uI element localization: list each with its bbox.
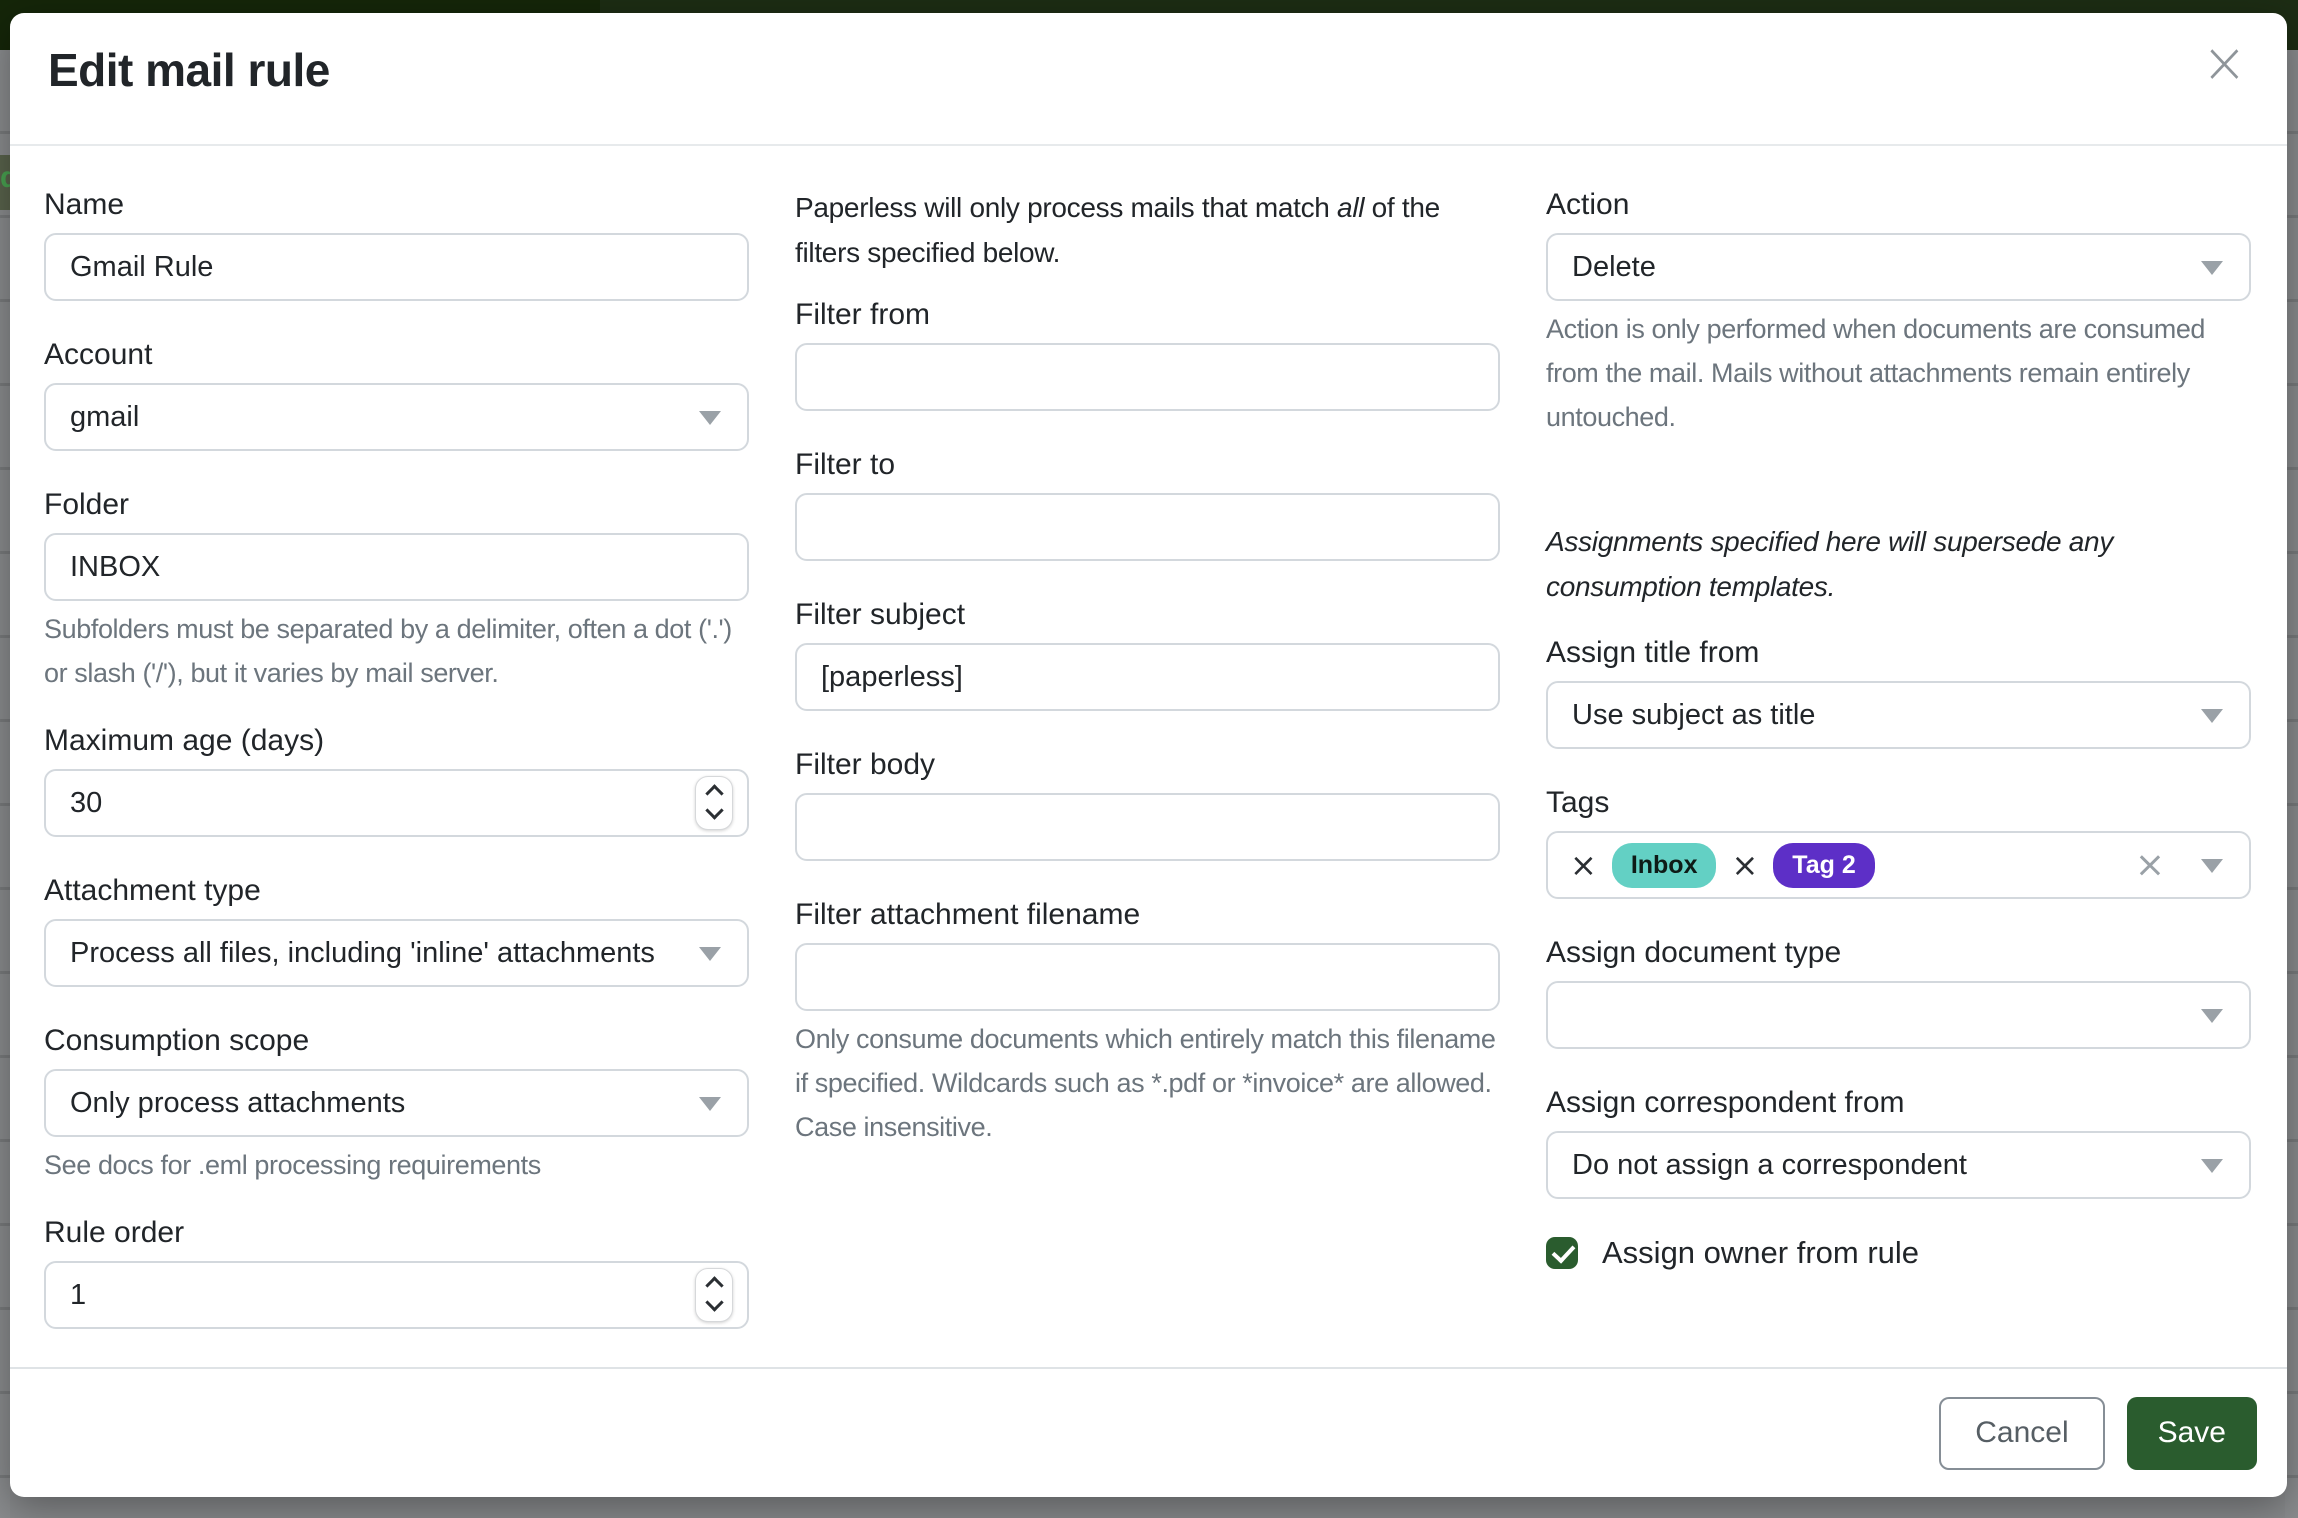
selected-tags: × Inbox × Tag 2 xyxy=(1570,833,1875,897)
assign-owner-checkbox[interactable] xyxy=(1546,1237,1578,1269)
filter-body-label: Filter body xyxy=(795,748,936,781)
tag-remove-icon[interactable]: × xyxy=(1570,846,1597,884)
tag-pill: Tag 2 xyxy=(1773,842,1875,888)
chevron-down-icon xyxy=(699,1097,721,1111)
dialog-body: Name Gmail Rule Account gmail Folder I xyxy=(10,146,2287,1365)
action-hint: Action is only performed when documents … xyxy=(1546,314,2206,432)
page-scroll-right-strip xyxy=(2285,50,2298,1518)
column-filters: Paperless will only process mails that m… xyxy=(795,185,1500,1365)
green-button-fragment: d xyxy=(0,155,10,210)
filter-to-label: Filter to xyxy=(795,448,896,481)
check-icon xyxy=(1551,1239,1576,1264)
folder-hint: Subfolders must be separated by a delimi… xyxy=(44,614,732,688)
chevron-down-icon xyxy=(2201,709,2223,723)
name-input[interactable]: Gmail Rule xyxy=(44,233,749,301)
tag-pill: Inbox xyxy=(1611,842,1717,888)
max-age-input[interactable]: 30 xyxy=(44,769,749,837)
clear-tags-icon[interactable]: × xyxy=(2134,844,2165,886)
chevron-down-icon xyxy=(2201,1009,2223,1023)
page-content-left-strip xyxy=(0,50,10,1518)
filter-body-input[interactable] xyxy=(795,793,1500,861)
action-label: Action xyxy=(1546,188,1630,221)
assign-title-from-select[interactable]: Use subject as title xyxy=(1546,681,2251,749)
rule-order-label: Rule order xyxy=(44,1216,185,1249)
chevron-down-icon xyxy=(699,947,721,961)
cancel-button[interactable]: Cancel xyxy=(1939,1396,2105,1470)
column-general: Name Gmail Rule Account gmail Folder I xyxy=(44,185,749,1365)
assign-correspondent-from-select[interactable]: Do not assign a correspondent xyxy=(1546,1131,2251,1199)
filters-intro: Paperless will only process mails that m… xyxy=(795,192,1440,268)
assign-correspondent-from-label: Assign correspondent from xyxy=(1546,1086,1905,1119)
filter-subject-input[interactable]: [paperless] xyxy=(795,643,1500,711)
attachment-type-label: Attachment type xyxy=(44,874,261,907)
action-select[interactable]: Delete xyxy=(1546,233,2251,301)
consumption-scope-hint: See docs for .eml processing requirement… xyxy=(44,1150,541,1180)
consumption-scope-label: Consumption scope xyxy=(44,1024,310,1057)
chevron-down-icon[interactable] xyxy=(704,801,724,820)
save-button[interactable]: Save xyxy=(2126,1396,2257,1470)
assign-title-from-label: Assign title from xyxy=(1546,636,1760,669)
chevron-down-icon xyxy=(699,411,721,425)
assign-owner-row: Assign owner from rule xyxy=(1546,1235,2251,1271)
background-text-fragment: d xyxy=(0,161,10,194)
assignments-note: Assignments specified here will supersed… xyxy=(1546,526,2114,602)
attachment-type-select[interactable]: Process all files, including 'inline' at… xyxy=(44,919,749,987)
chevron-down-icon xyxy=(2201,1159,2223,1173)
chevron-down-icon[interactable] xyxy=(2201,859,2223,873)
folder-label: Folder xyxy=(44,488,130,521)
filter-from-label: Filter from xyxy=(795,298,930,331)
filter-from-input[interactable] xyxy=(795,343,1500,411)
rule-order-input[interactable]: 1 xyxy=(44,1261,749,1329)
assign-document-type-label: Assign document type xyxy=(1546,936,1842,969)
consumption-scope-select[interactable]: Only process attachments xyxy=(44,1069,749,1137)
dialog-title: Edit mail rule xyxy=(48,44,330,96)
dialog-header: Edit mail rule × xyxy=(10,13,2287,146)
chevron-down-icon[interactable] xyxy=(704,1293,724,1312)
edit-mail-rule-dialog: Edit mail rule × Name Gmail Rule Account… xyxy=(10,13,2287,1497)
account-label: Account xyxy=(44,338,153,371)
folder-input[interactable]: INBOX xyxy=(44,533,749,601)
account-select[interactable]: gmail xyxy=(44,383,749,451)
number-stepper[interactable] xyxy=(695,776,733,830)
chevron-down-icon xyxy=(2201,261,2223,275)
dialog-footer: Cancel Save xyxy=(10,1367,2287,1497)
tag-remove-icon[interactable]: × xyxy=(1731,846,1759,884)
close-icon[interactable]: × xyxy=(2196,34,2253,93)
assign-document-type-select[interactable] xyxy=(1546,981,2251,1049)
tags-label: Tags xyxy=(1546,786,1610,819)
assign-owner-label: Assign owner from rule xyxy=(1602,1235,1920,1270)
filter-attachment-filename-input[interactable] xyxy=(795,943,1500,1011)
number-stepper[interactable] xyxy=(695,1268,733,1322)
column-action-assign: Action Delete Action is only performed w… xyxy=(1546,185,2251,1365)
max-age-label: Maximum age (days) xyxy=(44,724,325,757)
filter-attachment-filename-hint: Only consume documents which entirely ma… xyxy=(795,1024,1496,1142)
filter-subject-label: Filter subject xyxy=(795,598,966,631)
filter-attachment-filename-label: Filter attachment filename xyxy=(795,898,1141,931)
filter-to-input[interactable] xyxy=(795,493,1500,561)
name-label: Name xyxy=(44,188,125,221)
tags-select[interactable]: × Inbox × Tag 2 × xyxy=(1546,831,2251,899)
